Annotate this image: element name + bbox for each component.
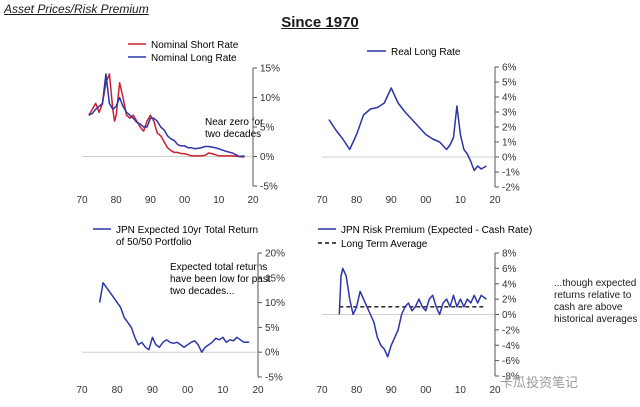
panel2-legend: Real Long Rate — [367, 47, 461, 58]
panel4-y-tick-label: 8% — [502, 249, 517, 260]
legend-label-expected-return-line1: JPN Expected 10yr Total Return — [116, 225, 258, 236]
panel3-annotation-line2: have been low for past — [170, 274, 271, 285]
panel4-y-tick-label: -4% — [502, 341, 520, 352]
panel1-x-tick-label: 00 — [179, 195, 191, 206]
panel4-x-tick-label: 10 — [455, 385, 467, 396]
panel4-series-line-1 — [338, 267, 487, 358]
panel1-series-line-2 — [88, 73, 245, 158]
panel2-y-tick-label: -1% — [502, 168, 520, 179]
panel2-y-tick-label: 1% — [502, 138, 517, 149]
panel4-y-tick-label: 2% — [502, 295, 517, 306]
panel4-y-tick-label: 0% — [502, 310, 517, 321]
panel3-x-tick-label: 00 — [182, 385, 194, 396]
legend-label-expected-return-line2: of 50/50 Portfolio — [116, 237, 192, 248]
panel4-x-tick-label: 80 — [351, 385, 363, 396]
panel1-y-tick-label: 0% — [260, 152, 275, 163]
side-note: ...though expected returns relative to c… — [554, 278, 638, 325]
panel4-y-tick-label: -8% — [502, 372, 520, 383]
legend-label-expected-return: JPN Expected 10yr Total Return of 50/50 P… — [116, 225, 258, 248]
panel4-legend: JPN Risk Premium (Expected - Cash Rate) … — [318, 225, 532, 250]
panel1-x-tick-label: 90 — [145, 195, 157, 206]
panel2-y-tick-label: 2% — [502, 123, 517, 134]
panel3-x-tick-label: 70 — [76, 385, 88, 396]
panel2-x-tick-label: 90 — [386, 195, 398, 206]
panel4-y-tick-label: 6% — [502, 264, 517, 275]
legend-label-short-rate: Nominal Short Rate — [151, 40, 239, 51]
panel3-x-tick-label: 10 — [217, 385, 229, 396]
panel2-x-tick-label: 80 — [351, 195, 363, 206]
panel2-y-tick-label: 0% — [502, 153, 517, 164]
panel2-y-tick-label: -2% — [502, 183, 520, 194]
panel3-annotation-line3: two decades... — [170, 286, 234, 297]
panel2-x-tick-label: 00 — [420, 195, 432, 206]
legend-label-long-rate: Nominal Long Rate — [151, 53, 237, 64]
panel3-y-tick-label: 15% — [265, 273, 285, 284]
panel3-y-tick-label: 20% — [265, 249, 285, 260]
panel2-series-line-1 — [328, 87, 487, 172]
panel1-annotation-line1: Near zero for — [205, 117, 264, 128]
panel3-x-tick-label: 80 — [112, 385, 124, 396]
panel4-x-tick-label: 20 — [489, 385, 501, 396]
panel1-legend: Nominal Short Rate Nominal Long Rate — [128, 40, 239, 64]
panel2-y-tick-label: 3% — [502, 108, 517, 119]
panel4-y-tick-label: -2% — [502, 325, 520, 336]
panel1-y-tick-label: 15% — [260, 64, 280, 75]
panel3-y-tick-label: 10% — [265, 298, 285, 309]
panel1-y-tick-label: 5% — [260, 123, 275, 134]
panel4-y-tick-label: 4% — [502, 279, 517, 290]
panel2-x-tick-label: 70 — [316, 195, 328, 206]
panel1-y-tick-label: 10% — [260, 93, 280, 104]
panel4-x-tick-label: 70 — [316, 385, 328, 396]
panel3-y-tick-label: 0% — [265, 348, 280, 359]
panel1-x-tick-label: 20 — [247, 195, 259, 206]
panel3-y-tick-label: 5% — [265, 323, 280, 334]
panel2-y-tick-label: 6% — [502, 63, 517, 74]
panel2-x-tick-label: 10 — [455, 195, 467, 206]
panel2-x-tick-label: 20 — [489, 195, 501, 206]
panel1-x-tick-label: 10 — [213, 195, 225, 206]
panel1-x-tick-label: 80 — [111, 195, 123, 206]
panel2-y-tick-label: 4% — [502, 93, 517, 104]
panel3-annotation-line1: Expected total returns — [170, 262, 267, 273]
panel4-y-tick-label: -6% — [502, 356, 520, 367]
panel3-y-tick-label: -5% — [265, 373, 283, 384]
slide-header: Asset Prices/Risk Premium — [4, 2, 149, 16]
panel4-x-tick-label: 90 — [386, 385, 398, 396]
panel3-annotation: Expected total returns have been low for … — [170, 262, 271, 297]
panel4-x-tick-label: 00 — [420, 385, 432, 396]
panel3-series-line-1 — [98, 282, 250, 353]
panel1-annotation-line2: two decades — [205, 129, 261, 140]
panel3-legend: JPN Expected 10yr Total Return of 50/50 P… — [93, 225, 258, 248]
panel1-x-tick-label: 70 — [76, 195, 88, 206]
panel2-y-tick-label: 5% — [502, 78, 517, 89]
panel1-series-line-1 — [88, 73, 245, 158]
legend-label-real-rate: Real Long Rate — [391, 47, 461, 58]
panel3-x-tick-label: 90 — [147, 385, 159, 396]
panel3-x-tick-label: 20 — [252, 385, 264, 396]
legend-label-long-term-average: Long Term Average — [341, 239, 428, 250]
watermark: 卡瓜投资笔记 — [500, 375, 579, 390]
legend-label-risk-premium: JPN Risk Premium (Expected - Cash Rate) — [341, 225, 532, 236]
panel1-annotation: Near zero for two decades — [205, 117, 264, 140]
main-title: Since 1970 — [281, 14, 359, 31]
panel1-y-tick-label: -5% — [260, 182, 278, 193]
